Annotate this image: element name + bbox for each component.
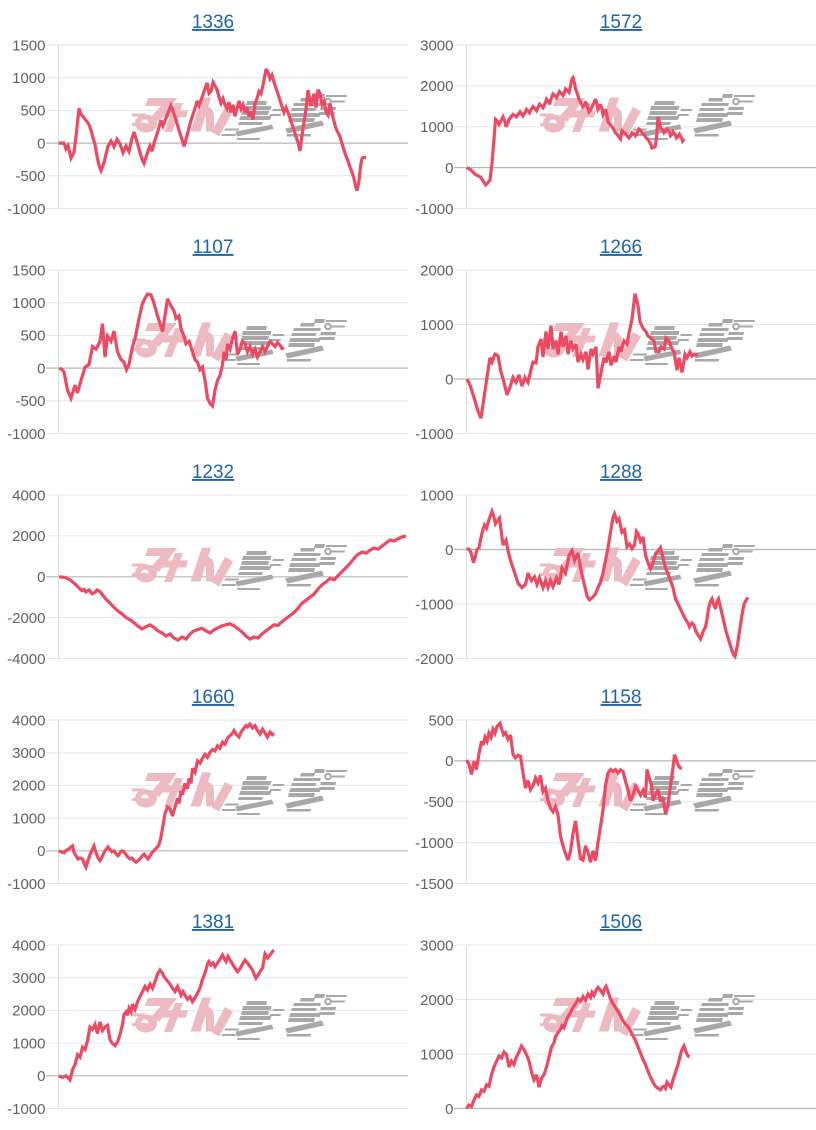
svg-text:1000: 1000 [420,317,453,334]
svg-text:-1000: -1000 [7,201,45,218]
svg-text:1572: 1572 [600,12,642,33]
svg-text:4000: 4000 [12,937,45,954]
svg-text:1000: 1000 [12,1035,45,1052]
svg-text:0: 0 [37,135,45,152]
svg-text:1232: 1232 [192,462,234,483]
svg-text:4000: 4000 [12,487,45,504]
svg-text:-1000: -1000 [415,596,453,613]
svg-text:1336: 1336 [192,12,234,33]
svg-text:2000: 2000 [12,528,45,545]
svg-text:4000: 4000 [12,712,45,729]
svg-text:1158: 1158 [601,687,642,708]
svg-text:2000: 2000 [12,1003,45,1020]
svg-text:3000: 3000 [12,970,45,987]
svg-text:0: 0 [37,843,45,860]
svg-text:-1000: -1000 [7,1101,45,1118]
svg-text:1000: 1000 [12,70,45,87]
svg-text:1660: 1660 [192,687,234,708]
svg-text:0: 0 [37,360,45,377]
svg-text:1506: 1506 [600,912,642,933]
svg-text:0: 0 [445,753,453,770]
svg-text:0: 0 [445,371,453,388]
svg-text:1000: 1000 [12,810,45,827]
svg-text:-1000: -1000 [7,426,45,443]
svg-text:-2000: -2000 [415,651,453,668]
svg-text:1266: 1266 [600,237,642,258]
svg-text:1000: 1000 [420,1046,453,1063]
svg-text:-4000: -4000 [7,651,45,668]
svg-text:-500: -500 [423,794,453,811]
svg-text:2000: 2000 [420,992,453,1009]
svg-text:2000: 2000 [420,78,453,95]
svg-text:1288: 1288 [600,462,642,483]
svg-text:0: 0 [445,542,453,559]
svg-text:-2000: -2000 [7,610,45,627]
svg-text:-1000: -1000 [415,201,453,218]
svg-text:0: 0 [445,160,453,177]
svg-text:2000: 2000 [12,778,45,795]
svg-text:-1000: -1000 [415,426,453,443]
svg-text:1500: 1500 [12,37,45,54]
svg-text:1500: 1500 [12,262,45,279]
svg-text:0: 0 [37,569,45,586]
svg-text:0: 0 [37,1068,45,1085]
svg-text:-1000: -1000 [415,835,453,852]
svg-text:1000: 1000 [12,295,45,312]
svg-text:2000: 2000 [420,262,453,279]
svg-text:0: 0 [445,1101,453,1118]
svg-text:3000: 3000 [12,745,45,762]
svg-text:-1000: -1000 [7,876,45,893]
svg-text:-500: -500 [15,393,45,410]
svg-text:-500: -500 [15,168,45,185]
svg-text:1107: 1107 [193,237,234,258]
svg-text:-1500: -1500 [415,876,453,893]
svg-text:500: 500 [20,328,45,345]
svg-text:1000: 1000 [420,487,453,504]
svg-text:3000: 3000 [420,937,453,954]
svg-text:500: 500 [428,712,453,729]
svg-text:3000: 3000 [420,37,453,54]
svg-text:500: 500 [20,103,45,120]
svg-text:1000: 1000 [420,119,453,136]
svg-text:1381: 1381 [192,912,234,933]
